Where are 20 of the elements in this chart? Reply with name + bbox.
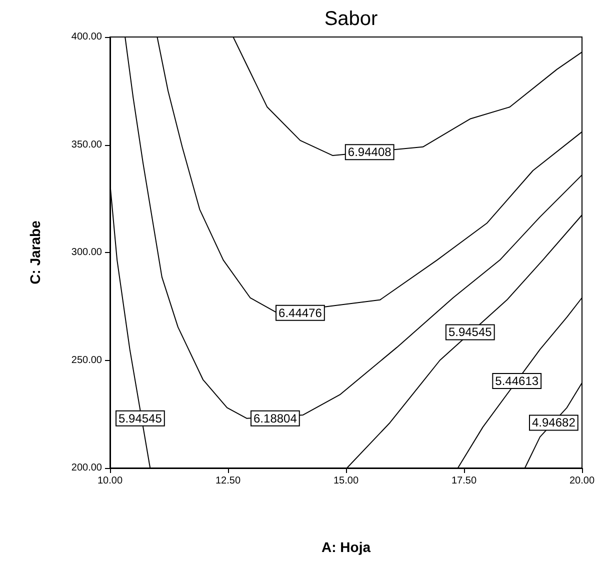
annotation: 4.94682 bbox=[532, 416, 576, 430]
y-axis-title: C: Jarabe bbox=[27, 220, 43, 284]
annotation: 5.94545 bbox=[448, 325, 492, 340]
y-tick-label: 200.00 bbox=[71, 462, 102, 474]
annotation: 6.94408 bbox=[348, 145, 392, 160]
x-tick-label: 17.50 bbox=[451, 476, 477, 486]
x-tick-label: 10.00 bbox=[97, 476, 123, 486]
x-axis-title: A: Hoja bbox=[322, 539, 371, 555]
y-tick-label: 300.00 bbox=[71, 247, 102, 258]
annotation: 6.18804 bbox=[254, 411, 298, 426]
y-tick-label: 400.00 bbox=[71, 32, 102, 42]
chart-title: Sabor bbox=[324, 8, 378, 30]
y-tick-label: 350.00 bbox=[71, 139, 102, 150]
y-tick-label: 250.00 bbox=[71, 354, 102, 366]
annotation: 5.44613 bbox=[495, 374, 539, 388]
x-tick-label: 12.50 bbox=[215, 476, 241, 486]
annotation: 6.44476 bbox=[278, 306, 322, 320]
x-tick-label: 15.00 bbox=[333, 476, 359, 486]
x-tick-label: 20.00 bbox=[569, 476, 595, 486]
annotation: 5.94545 bbox=[118, 411, 162, 426]
